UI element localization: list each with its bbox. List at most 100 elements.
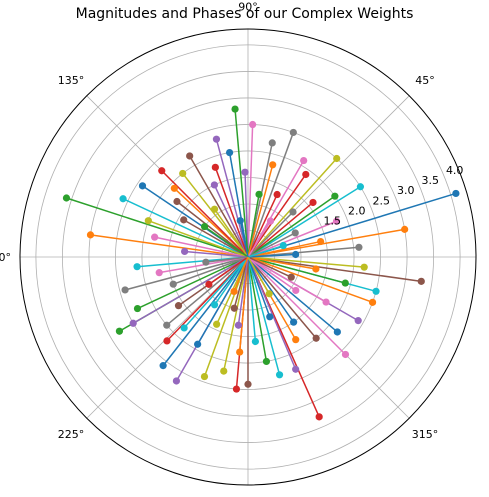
angle-tick-label: 315° [412,428,439,441]
stem-marker [265,290,273,298]
stem-line [247,194,278,258]
stem-marker [341,279,349,287]
stem-marker [354,317,362,325]
stem-marker [300,156,308,165]
stem-marker [333,328,341,336]
stem-marker [292,365,300,373]
stem-marker [180,324,188,332]
radial-tick-label: 2.0 [348,204,366,217]
stem-line [132,256,249,324]
stem-line [247,256,292,278]
stem-marker [180,216,188,224]
stem-marker [119,195,127,203]
stem-marker [151,233,159,241]
angle-tick-label: 180° [0,251,11,264]
stem-line [247,194,260,258]
stem-marker [417,277,425,285]
stem-line [148,220,249,258]
stem-marker [275,371,284,379]
stem-marker [289,208,297,216]
stem-line [247,232,296,258]
stem-line [247,256,295,323]
stem-marker [170,184,178,192]
stem-line [247,211,294,258]
stem-marker [121,286,129,294]
stem-line [137,256,249,310]
stem-marker [273,190,281,199]
stem-line [233,256,249,292]
stem-marker [292,286,300,295]
stem-line [166,256,249,326]
stem-marker [155,269,163,277]
stem-line [247,201,314,258]
radial-tick-label: 1.5 [323,215,341,228]
stem-marker [173,197,181,206]
stem-marker [210,205,219,213]
stem-marker [290,318,298,326]
stem-line [247,256,270,295]
stem-marker [200,372,209,381]
stem-line [90,234,249,258]
stem-line [204,225,249,258]
stem-marker [372,287,380,295]
stem-marker [289,128,297,137]
stem-marker [172,377,181,385]
stem-marker [186,152,194,160]
stem-line [184,250,249,258]
stem-line [213,256,249,306]
chart-title: Magnitudes and Phases of our Complex Wei… [75,6,414,22]
stem-marker [331,192,339,200]
radial-tick-label: 2.5 [372,194,390,207]
stem-marker [341,350,350,359]
stem-marker [211,163,219,171]
stem-marker [244,380,252,388]
stem-marker [225,148,234,157]
stem-line [247,220,272,258]
stem-marker [287,273,295,281]
stem-line [205,256,249,263]
stem-marker [236,348,244,356]
stem-marker [231,105,239,113]
angle-tick-label: 135° [58,74,85,87]
stem-marker [62,194,71,202]
stem-line [247,132,295,258]
stem-marker [322,298,330,306]
stem-line [173,256,249,285]
stem-marker [292,336,300,344]
stem-markers [62,105,460,421]
stem-marker [309,198,317,207]
stem-line [239,220,249,258]
stem-line [247,256,317,339]
stem-line [237,256,249,326]
stem-line [247,256,327,303]
stem-lines [66,109,457,418]
stem-marker [230,304,238,312]
radial-tick-label: 3.0 [397,184,415,197]
radial-tick-label: 4.0 [446,164,464,177]
stem-line [247,256,271,318]
stem-line [162,256,249,367]
stem-marker [279,241,287,250]
stem-line [247,157,338,258]
stem-line [247,256,346,284]
stem-marker [312,265,320,273]
stem-line [247,256,257,342]
stem-line [122,198,249,258]
stem-line [247,244,284,258]
stem-marker [212,135,221,143]
stem-marker [230,287,238,296]
stem-line [247,186,361,258]
stem-line [247,240,321,258]
stem-line [247,256,317,270]
stem-line [233,256,249,309]
stem-line [247,256,365,268]
stem-marker [138,182,147,190]
stem-marker [268,139,276,147]
stem-marker [159,362,167,370]
stem-marker [210,301,219,309]
stem-line [247,220,337,258]
stem-marker [251,337,259,346]
stem-line [154,236,249,258]
stem-marker [232,385,241,393]
